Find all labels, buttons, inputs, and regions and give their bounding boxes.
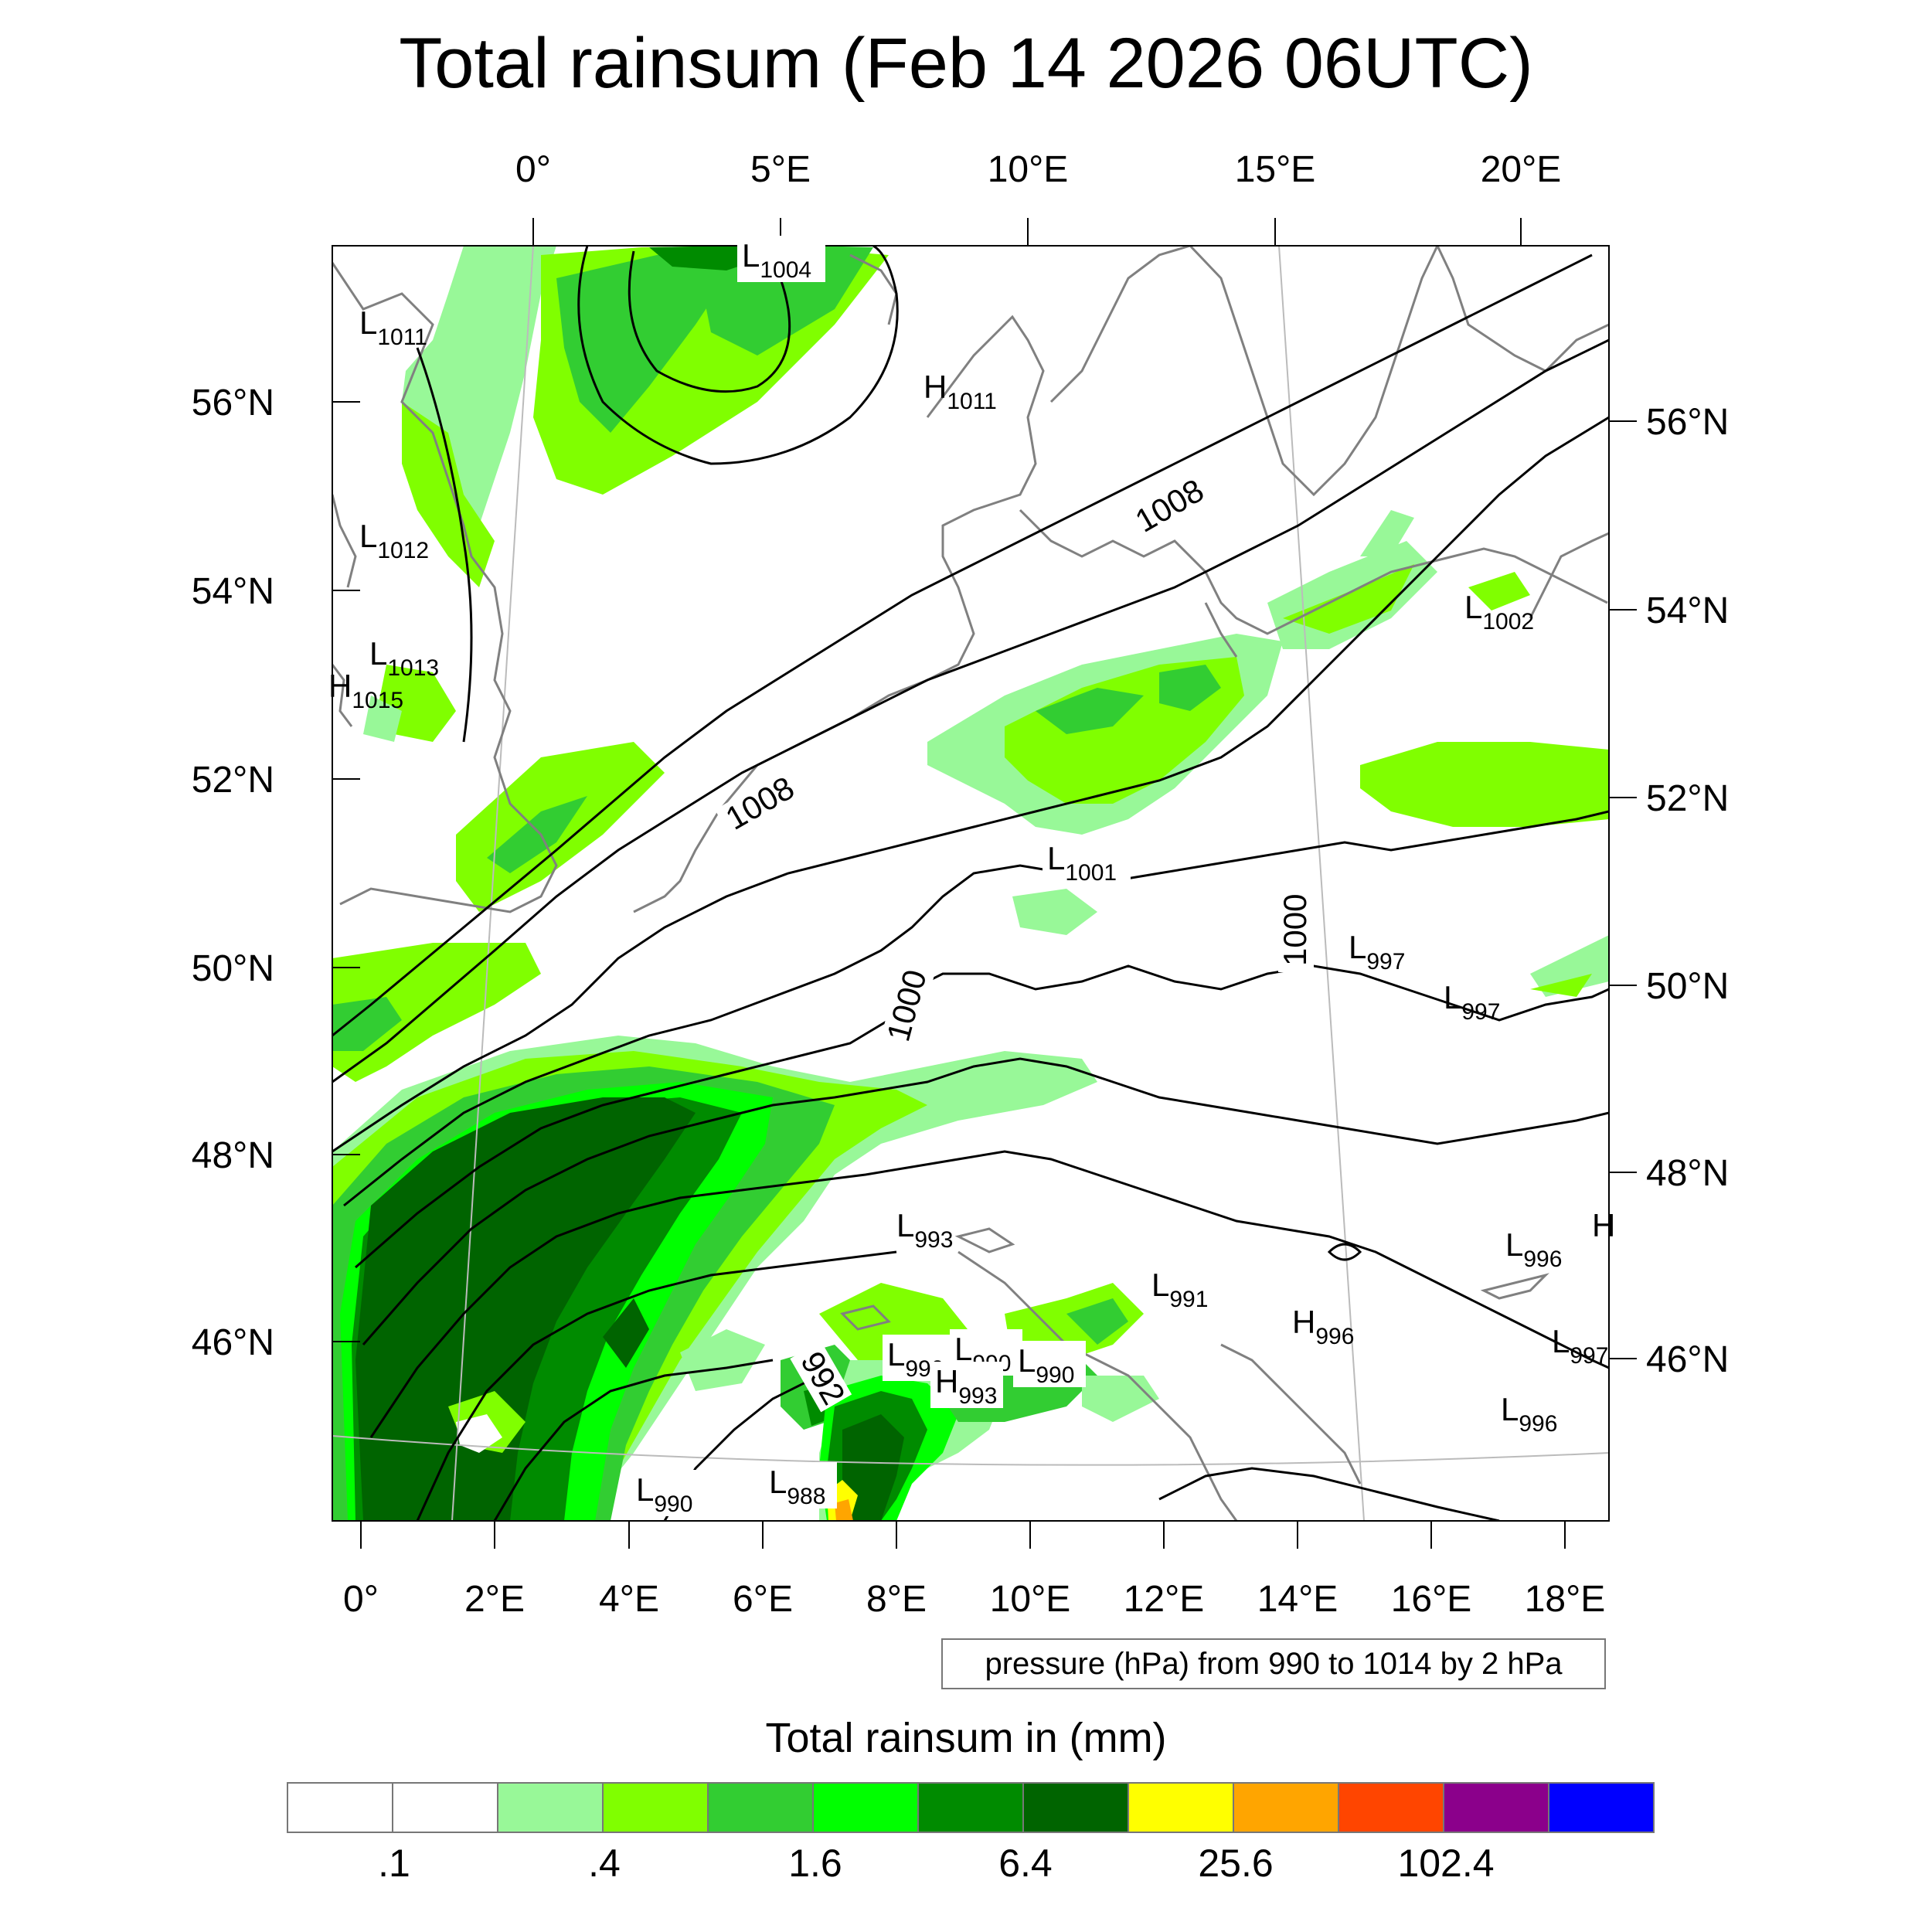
top-lon-label: 20°E bbox=[1481, 149, 1562, 190]
svg-text:H996: H996 bbox=[1292, 1304, 1354, 1349]
coastlines bbox=[332, 246, 1609, 1521]
low-pressure-center: L990 bbox=[1013, 1341, 1086, 1388]
low-pressure-center: L996 bbox=[1505, 1226, 1562, 1272]
bottom-lon-label: 0° bbox=[343, 1579, 379, 1620]
left-lat-label: 52°N bbox=[192, 760, 274, 801]
isobar-labels: 1008 1008 1000 1000 992 bbox=[715, 471, 1314, 1413]
right-lat-label: 56°N bbox=[1646, 402, 1729, 443]
low-pressure-center: L1011 bbox=[359, 304, 427, 350]
low-pressure-center: L996 bbox=[1501, 1391, 1557, 1437]
right-lat-labels: 56°N 54°N 52°N 50°N 48°N 46°N bbox=[1646, 402, 1729, 1380]
svg-text:L996: L996 bbox=[1501, 1391, 1557, 1437]
low-pressure-center: L997 bbox=[1349, 929, 1405, 975]
left-lat-labels: 56°N 54°N 52°N 50°N 48°N 46°N bbox=[192, 383, 274, 1363]
low-pressure-center: L991 bbox=[1151, 1267, 1208, 1312]
graticule bbox=[332, 246, 1609, 1521]
svg-text:H1011: H1011 bbox=[923, 369, 997, 414]
top-lon-label: 10°E bbox=[988, 149, 1069, 190]
top-lon-label: 15°E bbox=[1235, 149, 1316, 190]
left-lat-label: 54°N bbox=[192, 571, 274, 612]
right-lat-label: 50°N bbox=[1646, 966, 1729, 1007]
bottom-lon-label: 18°E bbox=[1525, 1579, 1606, 1620]
bottom-lon-label: 12°E bbox=[1124, 1579, 1205, 1620]
bottom-ticks bbox=[360, 1521, 1566, 1549]
low-pressure-center: L1004 bbox=[737, 236, 825, 283]
top-ticks bbox=[532, 218, 1522, 246]
low-pressure-center: L1012 bbox=[359, 518, 429, 563]
low-pressure-center: L990 bbox=[631, 1470, 704, 1517]
high-pressure-center: H996 bbox=[1292, 1304, 1354, 1349]
bottom-lon-label: 6°E bbox=[733, 1579, 793, 1620]
right-lat-label: 54°N bbox=[1646, 590, 1729, 631]
bottom-lon-label: 2°E bbox=[464, 1579, 525, 1620]
svg-text:L1011: L1011 bbox=[359, 304, 427, 350]
left-lat-label: 46°N bbox=[192, 1322, 274, 1363]
svg-text:L996: L996 bbox=[1505, 1226, 1562, 1272]
left-ticks bbox=[332, 401, 360, 1342]
bottom-lon-label: 4°E bbox=[599, 1579, 659, 1620]
bottom-lon-label: 8°E bbox=[866, 1579, 927, 1620]
rain-field-south bbox=[332, 1036, 1159, 1521]
svg-text:L991: L991 bbox=[1151, 1267, 1208, 1312]
low-pressure-center: L1001 bbox=[1043, 838, 1131, 886]
map-content bbox=[332, 246, 1609, 1521]
bottom-lon-label: 16°E bbox=[1391, 1579, 1472, 1620]
svg-text:L1013: L1013 bbox=[369, 635, 439, 681]
high-pressure-center: H bbox=[1592, 1207, 1615, 1243]
svg-text:H: H bbox=[1592, 1207, 1615, 1243]
low-pressure-center: L988 bbox=[764, 1462, 837, 1509]
colorbar-title: Total rainsum in (mm) bbox=[765, 1715, 1167, 1761]
low-pressure-center: L997 bbox=[1552, 1323, 1608, 1369]
top-lon-label: 5°E bbox=[750, 149, 811, 190]
svg-text:L997: L997 bbox=[1552, 1323, 1608, 1369]
bottom-lon-label: 14°E bbox=[1257, 1579, 1338, 1620]
high-pressure-center: H993 bbox=[930, 1362, 1003, 1409]
left-lat-label: 56°N bbox=[192, 383, 274, 423]
left-lat-label: 48°N bbox=[192, 1135, 274, 1176]
low-pressure-center: L993 bbox=[896, 1207, 953, 1253]
right-lat-label: 46°N bbox=[1646, 1339, 1729, 1380]
low-pressure-center: L1013 bbox=[369, 635, 439, 681]
pressure-note: pressure (hPa) from 990 to 1014 by 2 hPa bbox=[941, 1638, 1606, 1689]
top-lon-labels: 0° 5°E 10°E 15°E 20°E bbox=[515, 149, 1561, 190]
bottom-lon-label: 10°E bbox=[990, 1579, 1071, 1620]
svg-text:L993: L993 bbox=[896, 1207, 953, 1253]
rain-field-north bbox=[332, 246, 889, 1082]
bottom-lon-labels: 0° 2°E 4°E 6°E 8°E 10°E 12°E 14°E 16°E 1… bbox=[343, 1579, 1605, 1620]
top-lon-label: 0° bbox=[515, 149, 551, 190]
right-lat-label: 52°N bbox=[1646, 778, 1729, 819]
right-ticks bbox=[1609, 420, 1637, 1359]
svg-text:L997: L997 bbox=[1444, 979, 1500, 1025]
isobars bbox=[332, 246, 1609, 1521]
map-frame bbox=[332, 245, 1610, 1522]
high-pressure-center: H1011 bbox=[923, 369, 997, 414]
svg-text:L997: L997 bbox=[1349, 929, 1405, 975]
svg-text:L1012: L1012 bbox=[359, 518, 429, 563]
map-title: Total rainsum (Feb 14 2026 06UTC) bbox=[399, 24, 1533, 103]
low-pressure-center: L997 bbox=[1444, 979, 1500, 1025]
right-lat-label: 48°N bbox=[1646, 1153, 1729, 1194]
isobar-label: 1000 bbox=[1277, 894, 1313, 966]
left-lat-label: 50°N bbox=[192, 948, 274, 989]
rain-field-central bbox=[927, 510, 1609, 997]
